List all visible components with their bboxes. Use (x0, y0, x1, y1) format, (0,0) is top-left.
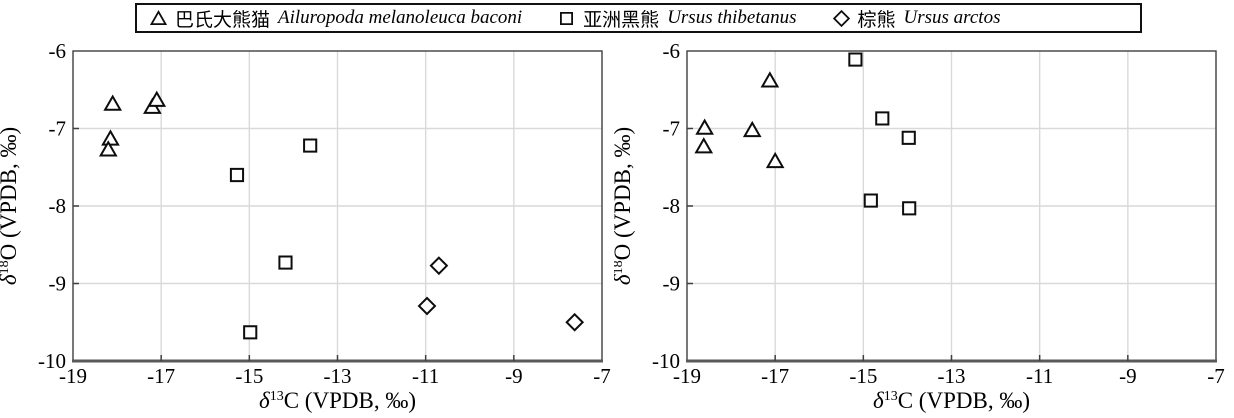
y-axis-title: δ18O (VPDB, ‰) (614, 127, 635, 285)
point-marker-square (278, 255, 293, 270)
legend-label-cn: 巴氏大熊猫 (175, 9, 271, 31)
y-tick-label: -8 (663, 194, 681, 218)
point-marker-square (901, 130, 916, 145)
point-marker-triangle (103, 94, 122, 111)
legend-item-panda: 巴氏大熊猫 Ailuropoda melanoleuca baconi (150, 5, 522, 32)
x-tick-label: -7 (593, 364, 611, 388)
diamond-icon (832, 9, 850, 27)
point-marker-triangle (101, 129, 120, 146)
x-tick-label: -15 (235, 364, 263, 388)
y-tick-label: -9 (49, 272, 67, 296)
point-marker-triangle (147, 90, 167, 107)
x-tick-label: -17 (761, 364, 789, 388)
point-marker-diamond (429, 256, 449, 276)
point-marker-square (863, 193, 878, 208)
x-tick-label: -9 (1119, 364, 1137, 388)
y-tick-label: -10 (38, 349, 66, 373)
point-marker-diamond (417, 296, 437, 316)
point-marker-square (875, 111, 890, 126)
point-marker-square (303, 138, 318, 153)
chart-left: -19 -17 -15 -13 -11 -9 -7 -10 -9 -8 -7 -6 δ13C (VPDB… (0, 39, 611, 413)
y-tick-label: -10 (652, 349, 680, 373)
legend-label-latin: Ursus arctos (903, 7, 1001, 28)
x-tick-label: -11 (1026, 364, 1053, 388)
point-marker-triangle (765, 151, 785, 169)
y-tick-label: -6 (49, 39, 67, 63)
point-marker-square (902, 201, 917, 216)
x-tick-label: -13 (324, 364, 352, 388)
x-axis-title: δ13C (VPDB, ‰) (873, 388, 1030, 413)
y-tick-label: -9 (663, 272, 681, 296)
point-marker-diamond (565, 312, 585, 332)
legend-item-brown-bear: 棕熊 Ursus arctos (832, 5, 1001, 32)
legend: 巴氏大熊猫 Ailuropoda melanoleuca baconi 亚洲黑熊… (135, 3, 1142, 33)
x-tick-label: -19 (59, 364, 87, 388)
point-marker-square (848, 52, 863, 67)
y-tick-label: -6 (663, 39, 681, 63)
x-axis-title: δ13C (VPDB, ‰) (259, 388, 416, 413)
point-marker-triangle (760, 71, 780, 88)
legend-label-cn: 亚洲黑熊 (583, 9, 660, 31)
x-tick-label: -17 (147, 364, 175, 388)
x-tick-label: -7 (1207, 364, 1225, 388)
legend-label-latin: Ailuropoda melanoleuca baconi (278, 7, 523, 28)
y-axis-title: δ18O (VPDB, ‰) (0, 127, 21, 285)
legend-label-latin: Ursus thibetanus (667, 7, 797, 28)
square-icon (560, 11, 574, 25)
x-tick-label: -11 (412, 364, 439, 388)
point-marker-triangle (98, 140, 118, 157)
triangle-icon (150, 9, 167, 25)
y-tick-label: -8 (49, 194, 67, 218)
x-tick-label: -19 (673, 364, 701, 388)
point-marker-triangle (694, 137, 714, 154)
x-tick-label: -15 (849, 364, 877, 388)
legend-item-black-bear: 亚洲黑熊 Ursus thibetanus (558, 5, 797, 32)
scatter-plot-right: -19 -17 -15 -13 -11 -9 -7 -10 -9 -8 -7 -6 δ13C (VPDB… (614, 39, 1225, 413)
point-marker-triangle (742, 120, 762, 138)
x-tick-label: -13 (938, 364, 966, 388)
x-tick-label: -9 (505, 364, 523, 388)
legend-label-cn: 棕熊 (857, 9, 896, 31)
point-marker-square (229, 167, 245, 183)
y-tick-label: -7 (663, 117, 681, 141)
scatter-plot-left: -19 -17 -15 -13 -11 -9 -7 -10 -9 -8 -7 -6 δ13C (VPDB… (0, 39, 611, 413)
point-marker-square (243, 325, 258, 340)
point-marker-triangle (695, 118, 714, 135)
y-tick-label: -7 (49, 117, 67, 141)
chart-right: -19 -17 -15 -13 -11 -9 -7 -10 -9 -8 -7 -6 δ13C (VPDB… (614, 0, 1234, 418)
